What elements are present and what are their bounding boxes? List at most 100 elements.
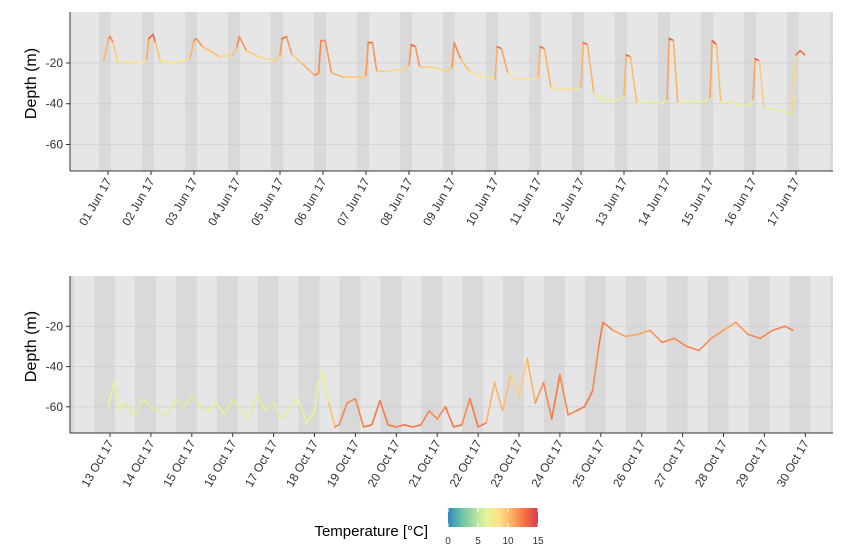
depth-segment [685,345,700,352]
depth-segment [354,397,365,428]
depth-segment [256,393,267,412]
depth-segment [649,329,663,344]
depth-segment [784,325,794,332]
depth-segment [414,45,421,68]
depth-segment [300,62,316,76]
depth-segment [240,410,250,420]
x-tick-label: 10 Jun 17 [463,175,502,228]
daylight-band [319,276,340,433]
legend-tick-label: 15 [532,536,544,547]
depth-segment [518,357,528,398]
depth-segment [636,329,651,336]
depth-segment [280,406,291,420]
depth-segment [711,39,718,46]
daylight-band [283,12,314,171]
depth-segment [468,70,479,76]
depth-segment [676,100,690,105]
depth-segment [453,41,462,60]
x-tick-label: 06 Jun 17 [291,175,330,228]
x-tick-label: 12 Jun 17 [549,175,588,228]
depth-segment [436,406,447,420]
depth-segment [452,424,463,428]
x-tick-label: 28 Oct 17 [692,437,730,489]
depth-series [102,33,806,115]
top-panel: -20 -40 -60 Depth (m) 01 Jun 17 02 Jun 17 03 J… [23,12,833,228]
daylight-band [584,12,615,171]
depth-segment [734,321,749,336]
depth-segment [507,72,518,81]
depth-segment [195,37,204,48]
depth-segment [550,373,561,420]
x-tick-label: 02 Jun 17 [119,175,158,228]
y-tick-label: -20 [46,56,64,70]
depth-segment [446,66,453,72]
depth-segment [586,43,595,95]
x-tick-label: 14 Oct 17 [119,437,157,489]
depth-segment [362,424,373,428]
depth-segment [154,41,162,62]
depth-segment [709,39,713,99]
x-tick-label: 24 Oct 17 [528,437,566,489]
x-tick-label: 15 Oct 17 [160,437,198,489]
legend-tick-label: 5 [475,536,481,547]
daylight-band [412,12,443,171]
depth-segment [248,393,259,420]
depth-segment [201,45,221,58]
depth-segment [526,357,537,404]
depth-segment [219,54,234,58]
depth-segment [207,402,218,412]
x-tick-label: 14 Jun 17 [635,175,674,228]
depth-segment [379,399,389,426]
depth-segment [305,410,316,424]
daylight-band [369,12,400,171]
depth-segment [112,41,119,62]
daylight-band [197,12,228,171]
x-tick-label: 21 Oct 17 [406,437,444,489]
depth-segment [429,66,449,72]
x-tick-label: 16 Oct 17 [201,437,239,489]
depth-series [107,321,794,428]
daylight-band [442,276,463,433]
depth-segment [257,56,277,62]
depth-segment [403,64,410,70]
daylight-band [541,12,572,171]
daylight-band [240,12,271,171]
legend-title: Temperature [°C] [314,523,428,540]
depth-segment [698,337,713,352]
depth-segment [420,410,430,426]
depth-segment [459,58,471,72]
depth-segment [485,381,496,424]
depth-segment [408,43,412,66]
depth-segment [109,35,114,44]
x-tick-label: 27 Oct 17 [651,437,689,489]
depth-segment [771,325,786,332]
depth-segment [494,45,498,81]
depth-segment [460,397,471,426]
depth-segment [411,424,422,428]
depth-segment [113,381,122,412]
depth-segment [141,397,152,408]
depth-segment [762,107,780,111]
depth-segment [550,86,561,91]
depth-segment [666,37,670,101]
x-tick-label: 17 Jun 17 [764,175,803,228]
daylight-band [155,276,176,433]
depth-segment [477,422,488,428]
depth-segment [338,402,349,426]
daylight-band [196,276,217,433]
depth-segment [346,397,357,404]
legend-tick-label: 0 [445,536,451,547]
depth-segment [330,72,346,79]
depth-segment [321,369,330,404]
x-tick-label: 08 Jun 17 [377,175,416,228]
depth-segment [777,109,793,115]
x-tick-label: 01 Jun 17 [76,175,115,228]
x-tick-label: 13 Jun 17 [592,175,631,228]
daylight-band [728,276,749,433]
daylight-band [74,276,95,433]
depth-segment [661,337,676,344]
depth-segment [790,54,797,115]
depth-segment [593,92,604,101]
depth-segment [231,45,238,56]
daylight-band [498,12,529,171]
